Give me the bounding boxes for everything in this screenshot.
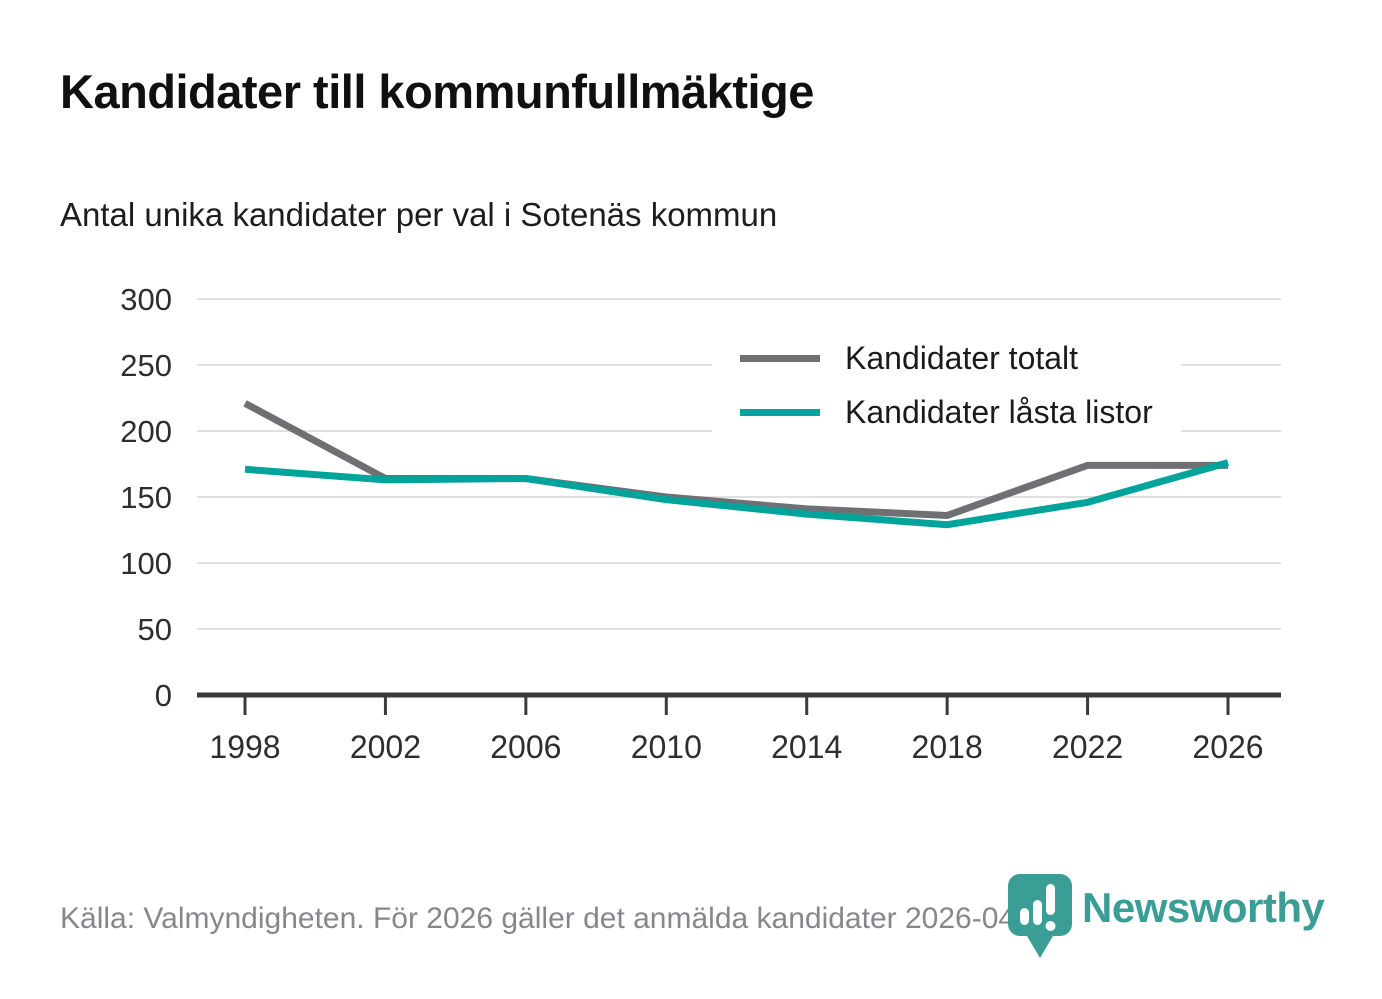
chart-subtitle: Antal unika kandidater per val i Sotenäs… [60, 196, 778, 233]
y-tick-label: 100 [120, 546, 172, 581]
x-tick-label: 2010 [631, 729, 702, 765]
x-tick-label: 2022 [1052, 729, 1123, 765]
source-note: Källa: Valmyndigheten. För 2026 gäller d… [60, 902, 1067, 935]
y-tick-label: 0 [155, 678, 172, 713]
y-tick-label: 300 [120, 282, 172, 317]
legend-swatch-gray [740, 354, 820, 362]
x-tick-label: 1998 [209, 729, 280, 765]
legend-swatch-teal [740, 408, 820, 416]
x-tick-label: 2026 [1192, 729, 1263, 765]
chart-legend: Kandidater totalt Kandidater låsta listo… [712, 328, 1181, 446]
x-tick-label: 2002 [350, 729, 421, 765]
newsworthy-pin-icon [1008, 874, 1072, 958]
newsworthy-logo: Newsworthy [1008, 874, 1325, 962]
y-tick-label: 50 [138, 612, 172, 647]
legend-item-locked-lists: Kandidater låsta listor [740, 388, 1153, 436]
series-line-locked-lists [244, 459, 1229, 529]
y-tick-label: 250 [120, 348, 172, 383]
x-tick-label: 2018 [912, 729, 983, 765]
legend-label-locked-lists: Kandidater låsta listor [845, 393, 1153, 430]
x-tick-label: 2014 [771, 729, 842, 765]
chart-title: Kandidater till kommunfullmäktige [60, 65, 814, 118]
x-tick-label: 2006 [490, 729, 561, 765]
y-tick-label: 200 [120, 414, 172, 449]
legend-item-total: Kandidater totalt [740, 334, 1153, 382]
legend-label-total: Kandidater totalt [845, 339, 1079, 376]
y-tick-label: 150 [120, 480, 172, 515]
newsworthy-brand-text: Newsworthy [1082, 884, 1325, 931]
